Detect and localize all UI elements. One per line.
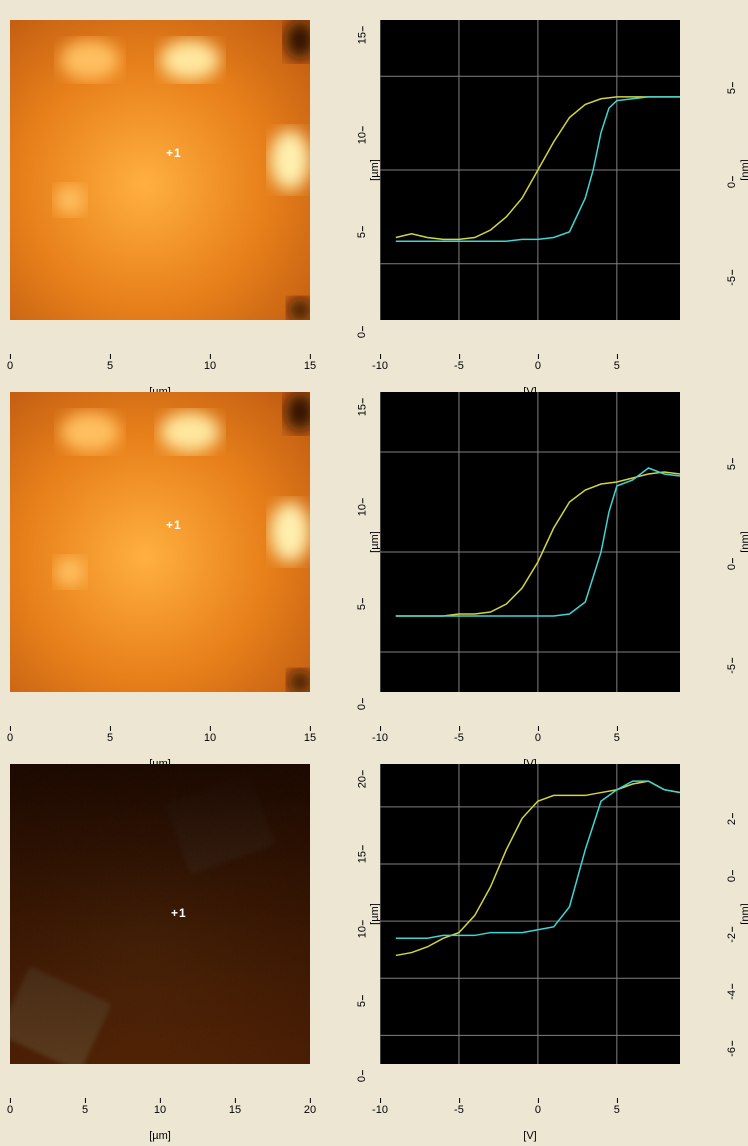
- y-tick: 0: [356, 1076, 368, 1082]
- x-tick: 15: [304, 360, 316, 372]
- y-tick: 5: [356, 1001, 368, 1007]
- y-label: [nm]: [739, 531, 748, 552]
- x-tick: 10: [204, 360, 216, 372]
- y-tick: 0: [726, 564, 738, 570]
- x-tick: 0: [7, 360, 13, 372]
- y-tick: 0: [356, 332, 368, 338]
- x-tick: 5: [107, 732, 113, 744]
- x-tick: 15: [304, 732, 316, 744]
- x-tick: 0: [7, 732, 13, 744]
- y-tick: 10: [356, 926, 368, 938]
- x-tick: 0: [535, 1104, 541, 1116]
- panel-row-2: 10510152005101520[µm][µm]-10-505-6-4-202…: [10, 764, 738, 1104]
- x-tick: 10: [204, 732, 216, 744]
- y-tick: 5: [726, 88, 738, 94]
- x-tick: 0: [7, 1104, 13, 1116]
- x-tick: -5: [454, 1104, 464, 1116]
- y-tick: -6: [726, 1047, 738, 1057]
- x-tick: -10: [372, 1104, 388, 1116]
- x-tick: 0: [535, 732, 541, 744]
- x-tick: 10: [154, 1104, 166, 1116]
- afm-panel: 10510152005101520[µm][µm]: [10, 764, 350, 1104]
- y-label: [nm]: [739, 159, 748, 180]
- afm-panel: 1051015051015[µm][µm]: [10, 392, 350, 732]
- curve-panel: -10-505-505[V][nm]: [380, 20, 720, 360]
- y-tick: 20: [356, 776, 368, 788]
- x-tick: 0: [535, 360, 541, 372]
- x-tick: 5: [107, 360, 113, 372]
- y-tick: 15: [356, 32, 368, 44]
- y-tick: 10: [356, 132, 368, 144]
- curve-panel: -10-505-6-4-202[V][nm]: [380, 764, 720, 1104]
- y-tick: -5: [726, 276, 738, 286]
- afm-image: 1: [10, 20, 310, 320]
- curve-plot: [380, 764, 680, 1064]
- x-tick: -10: [372, 732, 388, 744]
- panel-row-0: 1051015051015[µm][µm]-10-505-505[V][nm]: [10, 20, 738, 360]
- y-tick: 0: [356, 704, 368, 710]
- y-tick: -4: [726, 990, 738, 1000]
- x-label: [µm]: [149, 1130, 171, 1142]
- x-tick: 5: [614, 360, 620, 372]
- x-label: [V]: [523, 1130, 536, 1142]
- curve-plot: [380, 392, 680, 692]
- y-tick: -2: [726, 933, 738, 943]
- y-tick: 15: [356, 851, 368, 863]
- y-tick: -5: [726, 664, 738, 674]
- x-tick: 20: [304, 1104, 316, 1116]
- x-tick: -10: [372, 360, 388, 372]
- afm-image: 1: [10, 392, 310, 692]
- x-tick: 5: [614, 732, 620, 744]
- y-tick: 0: [726, 182, 738, 188]
- y-label: [nm]: [739, 903, 748, 924]
- y-tick: 5: [356, 232, 368, 238]
- x-tick: 5: [82, 1104, 88, 1116]
- afm-image: 1: [10, 764, 310, 1064]
- x-tick: -5: [454, 732, 464, 744]
- y-tick: 2: [726, 819, 738, 825]
- y-tick: 5: [356, 604, 368, 610]
- x-tick: 15: [229, 1104, 241, 1116]
- panel-row-1: 1051015051015[µm][µm]-10-505-505[V][nm]: [10, 392, 738, 732]
- curve-plot: [380, 20, 680, 320]
- x-tick: 5: [614, 1104, 620, 1116]
- y-tick: 10: [356, 504, 368, 516]
- afm-panel: 1051015051015[µm][µm]: [10, 20, 350, 360]
- y-tick: 5: [726, 464, 738, 470]
- y-tick: 15: [356, 404, 368, 416]
- curve-panel: -10-505-505[V][nm]: [380, 392, 720, 732]
- y-tick: 0: [726, 876, 738, 882]
- x-tick: -5: [454, 360, 464, 372]
